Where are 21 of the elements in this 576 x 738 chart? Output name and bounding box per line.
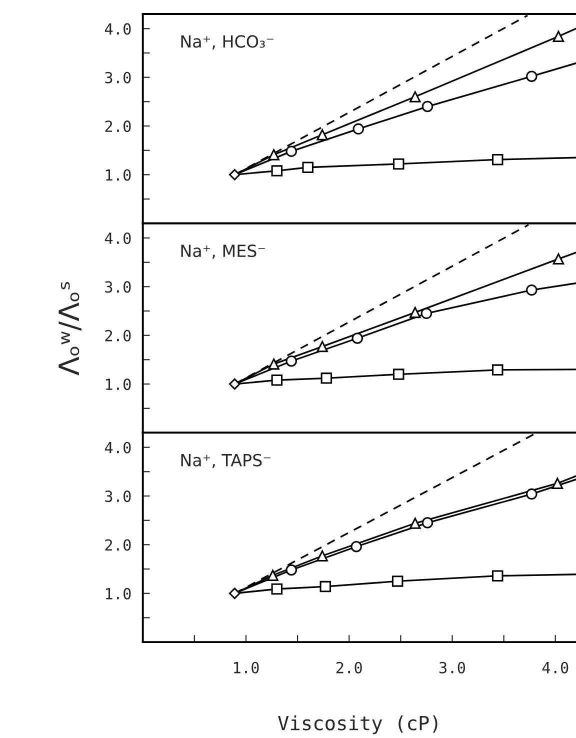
y-tick-label: 3.0 (105, 281, 131, 293)
annotation: Na⁺, HCO₃⁻ (181, 35, 274, 50)
y-tick-label: 2.0 (105, 120, 131, 132)
y-tick-label: 3.0 (105, 490, 131, 502)
annotation: Na⁺, MES⁻ (181, 244, 265, 259)
y-tick-label: 4.0 (104, 232, 131, 244)
y-tick-label: 1.0 (106, 588, 131, 600)
x-tick-label: 1.0 (234, 662, 259, 674)
x-tick-label: 2.0 (336, 662, 362, 674)
y-tick-label: 4.0 (104, 442, 131, 454)
y-tick-label: 3.0 (105, 72, 131, 84)
y-tick-label: 2.0 (105, 330, 131, 342)
y-tick-label: 2.0 (105, 539, 131, 551)
y-tick-label: 1.0 (106, 169, 131, 181)
y-tick-label: 4.0 (104, 23, 131, 35)
x-tick-label: 4.0 (542, 662, 568, 674)
annotation: Na⁺, TAPS⁻ (181, 454, 270, 468)
x-axis-title: Viscosity (cP) (278, 715, 438, 734)
x-tick-label: 3.0 (439, 662, 466, 674)
y-tick-label: 1.0 (106, 378, 131, 390)
y-axis-title: Λₒʷ/Λₒˢ (58, 282, 82, 376)
